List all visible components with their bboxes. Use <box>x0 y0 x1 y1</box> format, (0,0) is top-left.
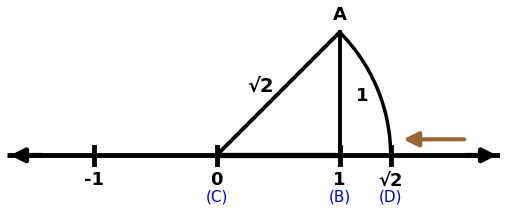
Text: √2: √2 <box>378 171 403 189</box>
Text: A: A <box>333 6 347 24</box>
Text: 1: 1 <box>355 87 368 105</box>
Text: 0: 0 <box>210 171 223 189</box>
Text: -1: -1 <box>84 171 103 189</box>
Text: 1: 1 <box>334 171 346 189</box>
Text: (D): (D) <box>379 190 403 205</box>
Text: √2: √2 <box>247 77 274 96</box>
Text: (C): (C) <box>205 190 228 205</box>
Text: (B): (B) <box>329 190 351 205</box>
